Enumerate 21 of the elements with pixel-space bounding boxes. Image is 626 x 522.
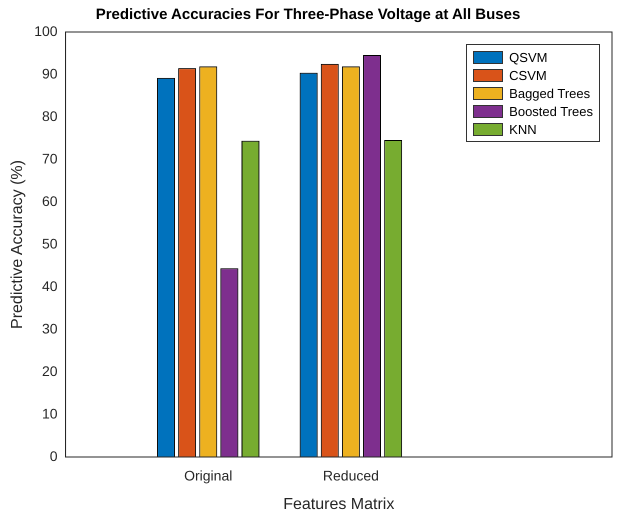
y-tick-label: 0 (50, 448, 58, 464)
y-tick-label: 40 (42, 278, 58, 294)
y-tick-label: 80 (42, 108, 58, 124)
y-tick-label: 10 (42, 405, 58, 422)
y-tick-label: 20 (42, 362, 58, 379)
y-axis-title: Predictive Accuracy (%) (9, 160, 26, 329)
y-tick-label: 50 (42, 235, 58, 252)
legend-label: QSVM (509, 50, 548, 64)
legend-label: KNN (509, 122, 537, 136)
y-tick-label: 90 (42, 65, 58, 82)
y-tick-label: 100 (34, 22, 58, 39)
legend-label: Bagged Trees (509, 86, 590, 100)
legend-label: Boosted Trees (509, 104, 593, 118)
y-tick-label: 30 (42, 320, 58, 336)
y-tick-label: 70 (42, 150, 58, 166)
y-tick-label: 60 (42, 192, 58, 209)
chart-title: Predictive Accuracies For Three-Phase Voltage at All Buses (96, 6, 520, 24)
legend-label: CSVM (509, 68, 547, 82)
x-axis-title: Features Matrix (283, 496, 394, 513)
x-tick-label: Reduced (322, 467, 379, 484)
x-tick-label: Original (184, 467, 232, 484)
